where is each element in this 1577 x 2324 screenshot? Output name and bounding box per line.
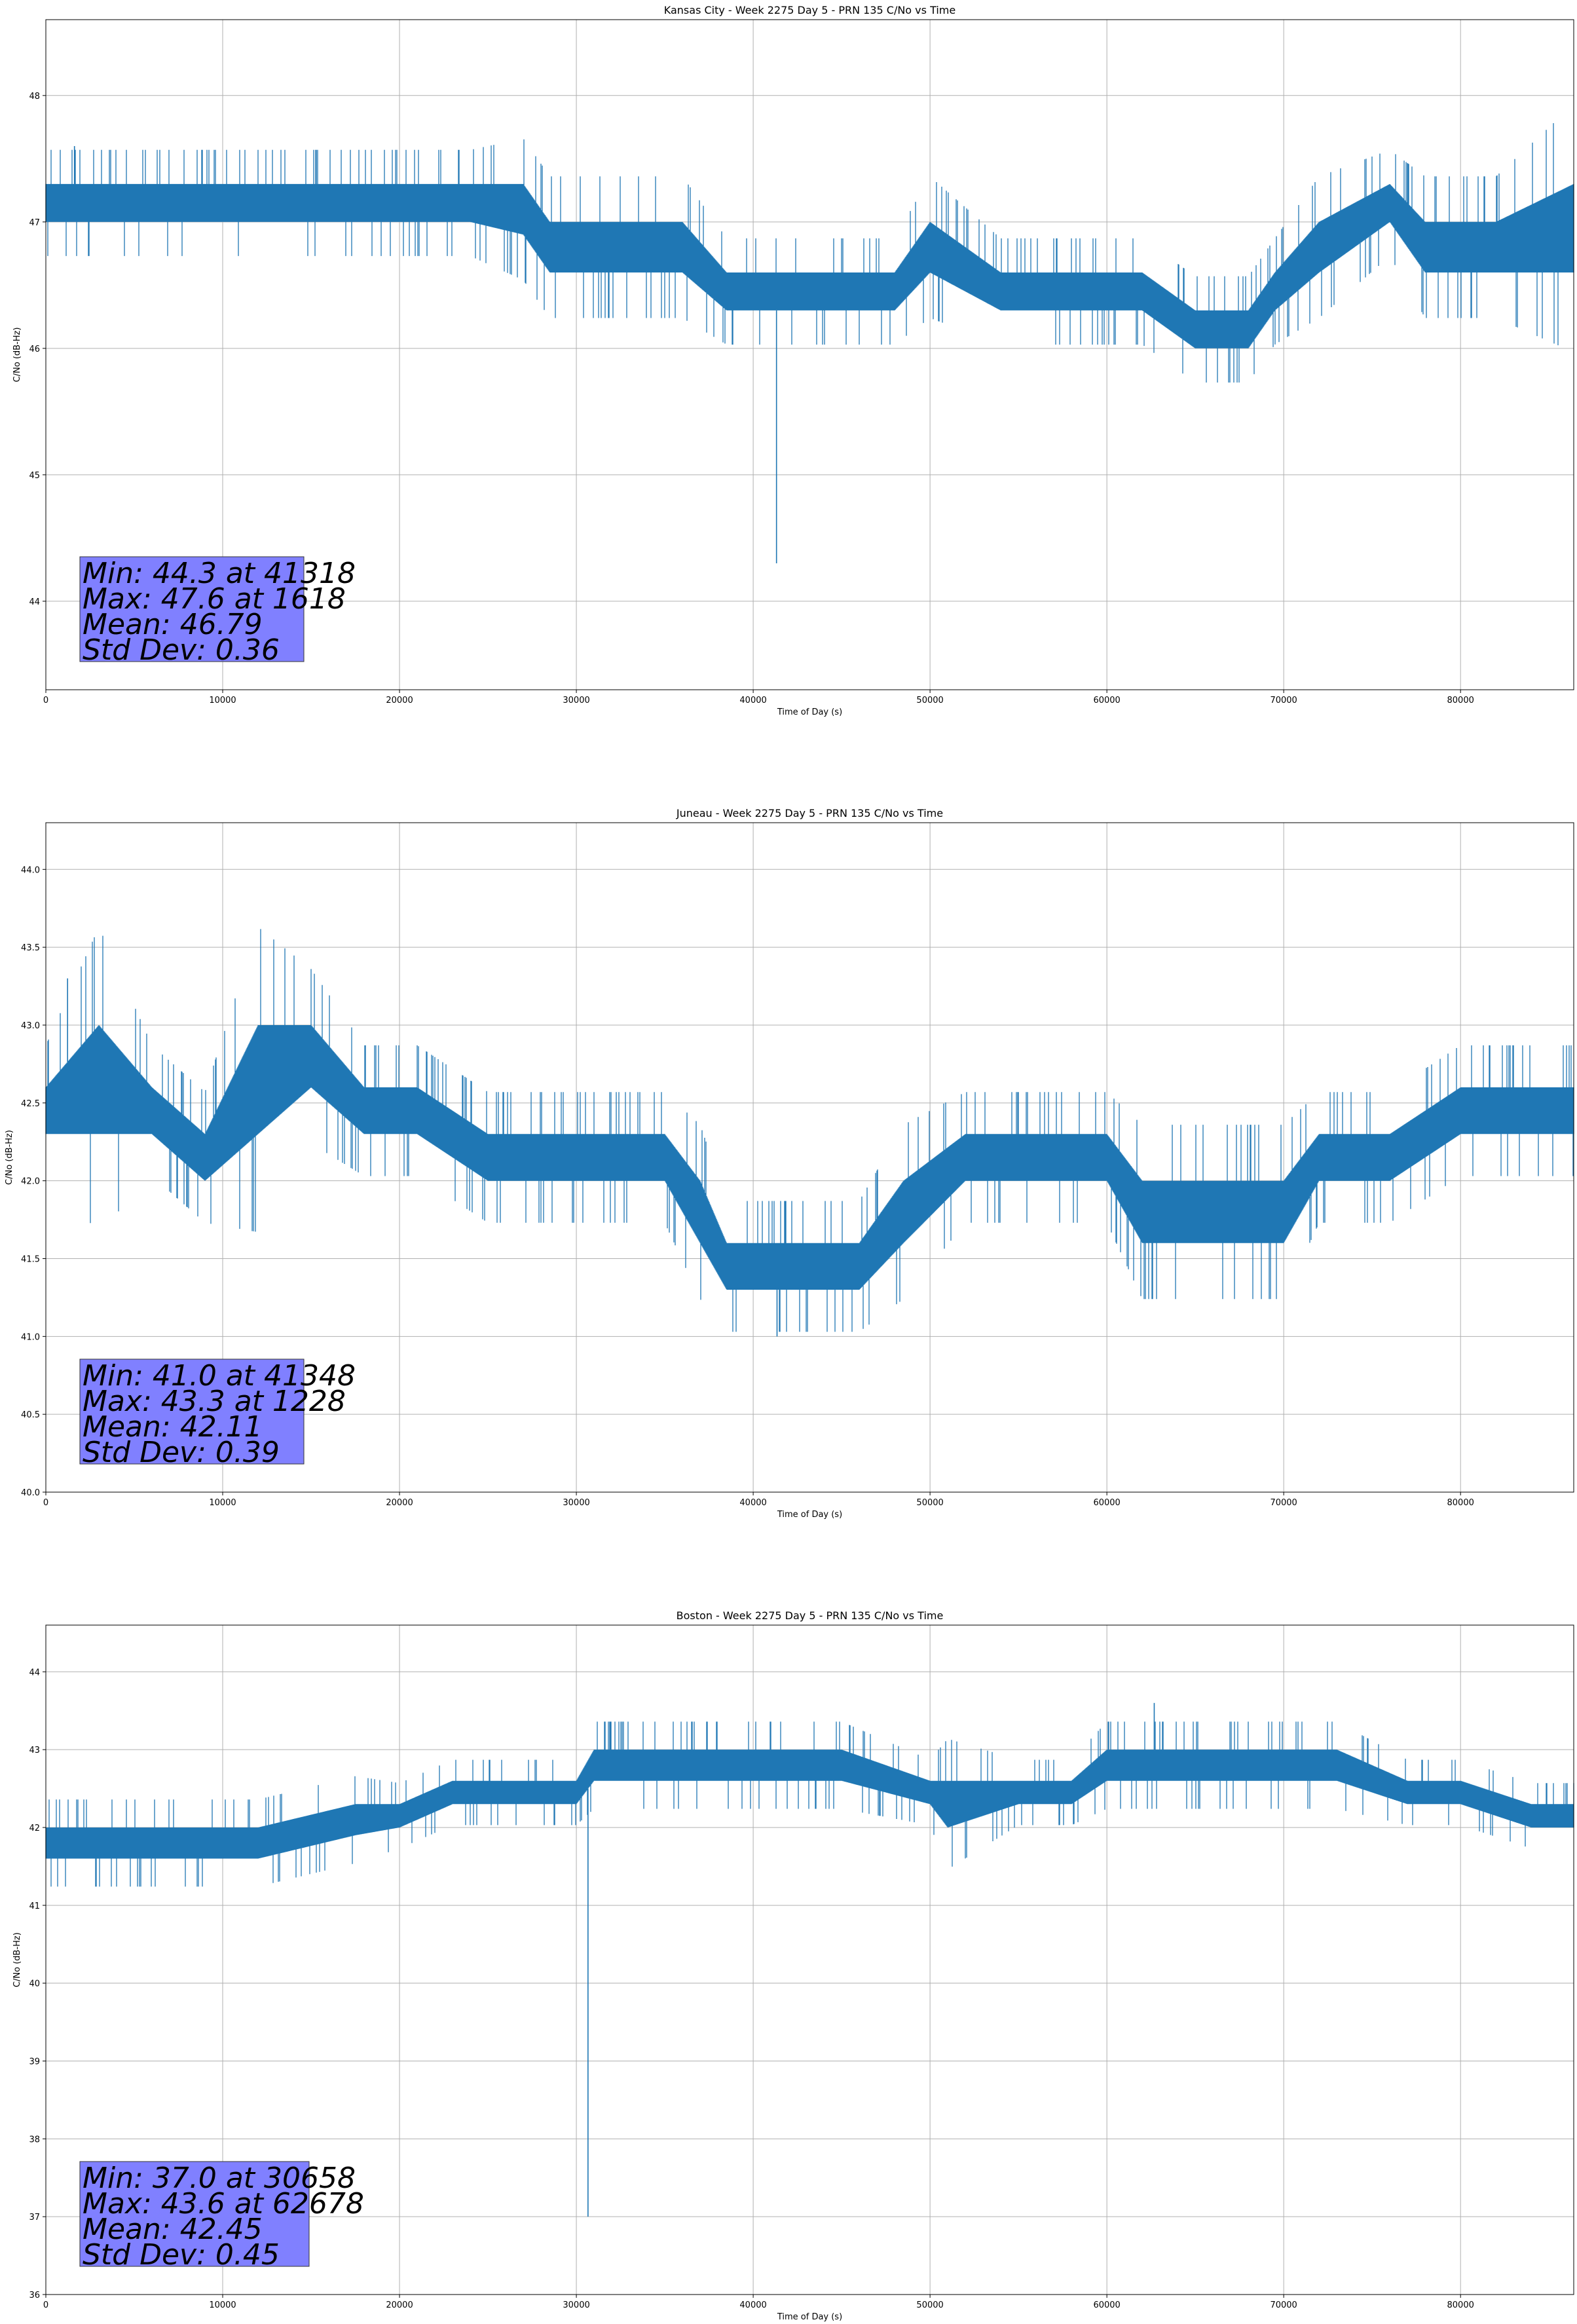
y-tick-label: 43 — [29, 1746, 40, 1755]
x-tick-label: 0 — [43, 2300, 48, 2310]
chart-panel-1: 0 10000 20000 30000 40000 50000 60000 70000 8000… — [5, 807, 1574, 1520]
y-tick-label: 42.5 — [21, 1099, 40, 1109]
y-tick-label: 41.0 — [21, 1332, 40, 1342]
stats-line: Max: 43.3 at 1228 — [83, 1385, 346, 1418]
stats-line: Mean: 42.11 — [83, 1410, 263, 1444]
y-tick-label: 40.5 — [21, 1410, 40, 1420]
y-tick-label: 48 — [29, 92, 40, 102]
y-axis-label: C/No (dB-Hz) — [12, 1932, 22, 1987]
x-tick-label: 80000 — [1447, 696, 1474, 705]
stats-line: Min: 44.3 at 41318 — [83, 557, 356, 590]
x-tick-label: 0 — [43, 1498, 48, 1508]
stats-line: Std Dev: 0.39 — [83, 1436, 280, 1469]
stats-line: Max: 43.6 at 62678 — [83, 2187, 364, 2221]
x-tick-label: 10000 — [209, 2300, 236, 2310]
x-axis-label: Time of Day (s) — [777, 1510, 842, 1520]
x-tick-label: 50000 — [916, 1498, 943, 1508]
x-axis-label: Time of Day (s) — [777, 2312, 842, 2322]
stats-line: Std Dev: 0.45 — [83, 2238, 280, 2272]
x-tick-label: 50000 — [916, 696, 943, 705]
y-tick-label: 46 — [29, 345, 40, 354]
x-tick-label: 40000 — [739, 2300, 766, 2310]
y-tick-label: 45 — [29, 471, 40, 481]
chart-title: Juneau - Week 2275 Day 5 - PRN 135 C/No … — [676, 807, 943, 819]
y-axis-label: C/No (dB-Hz) — [5, 1130, 14, 1185]
y-tick-label: 41.5 — [21, 1254, 40, 1264]
series-band — [45, 123, 1574, 383]
stats-box — [79, 1359, 305, 1465]
x-tick-label: 0 — [43, 696, 48, 705]
y-tick-label: 41 — [29, 1902, 40, 1911]
y-tick-label: 43.5 — [21, 943, 40, 953]
x-tick-label: 10000 — [209, 696, 236, 705]
y-tick-label: 38 — [29, 2135, 40, 2145]
x-tick-label: 70000 — [1270, 1498, 1297, 1508]
chart-title: Kansas City - Week 2275 Day 5 - PRN 135 … — [664, 4, 955, 16]
stats-line: Min: 37.0 at 30658 — [83, 2162, 356, 2195]
x-tick-label: 80000 — [1447, 2300, 1474, 2310]
y-tick-label: 44.0 — [21, 865, 40, 875]
y-tick-label: 42 — [29, 1824, 40, 1833]
y-tick-label: 39 — [29, 2057, 40, 2067]
x-tick-label: 20000 — [386, 2300, 413, 2310]
x-tick-label: 30000 — [563, 1498, 589, 1508]
y-tick-label: 44 — [29, 597, 40, 607]
y-tick-label: 40.0 — [21, 1488, 40, 1498]
y-tick-label: 37 — [29, 2213, 40, 2222]
y-tick-label: 47 — [29, 218, 40, 228]
x-tick-label: 70000 — [1270, 696, 1297, 705]
stats-line: Min: 41.0 at 41348 — [83, 1359, 356, 1393]
chart-panel-0: 0 10000 20000 30000 40000 50000 60000 70000 8000… — [12, 4, 1574, 717]
x-tick-label: 10000 — [209, 1498, 236, 1508]
x-tick-label: 70000 — [1270, 2300, 1297, 2310]
stats-line: Mean: 42.45 — [83, 2213, 263, 2246]
x-tick-label: 30000 — [563, 696, 589, 705]
x-axis-label: Time of Day (s) — [777, 707, 842, 717]
x-tick-label: 20000 — [386, 1498, 413, 1508]
x-tick-label: 60000 — [1093, 696, 1120, 705]
y-tick-label: 44 — [29, 1668, 40, 1677]
chart-title: Boston - Week 2275 Day 5 - PRN 135 C/No … — [677, 1609, 944, 1622]
y-axis-label: C/No (dB-Hz) — [12, 328, 22, 383]
x-tick-label: 30000 — [563, 2300, 589, 2310]
series-band — [45, 929, 1574, 1332]
stats-box — [79, 2161, 310, 2267]
x-tick-label: 60000 — [1093, 1498, 1120, 1508]
stats-line: Mean: 46.79 — [83, 608, 263, 641]
axes-frame — [45, 822, 1574, 1493]
y-tick-label: 42.0 — [21, 1177, 40, 1187]
y-tick-label: 40 — [29, 1979, 40, 1989]
stats-box — [79, 556, 305, 662]
x-tick-label: 80000 — [1447, 1498, 1474, 1508]
chart-panel-2: 0 10000 20000 30000 40000 50000 60000 70000 8000… — [12, 1609, 1574, 2322]
stats-line: Std Dev: 0.36 — [83, 633, 280, 667]
axes-frame — [45, 1624, 1574, 2295]
y-tick-label: 36 — [29, 2291, 40, 2300]
x-tick-label: 50000 — [916, 2300, 943, 2310]
x-tick-label: 60000 — [1093, 2300, 1120, 2310]
stats-line: Max: 47.6 at 1618 — [83, 582, 346, 616]
axes-frame — [45, 19, 1574, 690]
x-tick-label: 40000 — [739, 696, 766, 705]
x-tick-label: 20000 — [386, 696, 413, 705]
y-tick-label: 43.0 — [21, 1021, 40, 1031]
series-band — [45, 1721, 1574, 1887]
x-tick-label: 40000 — [739, 1498, 766, 1508]
